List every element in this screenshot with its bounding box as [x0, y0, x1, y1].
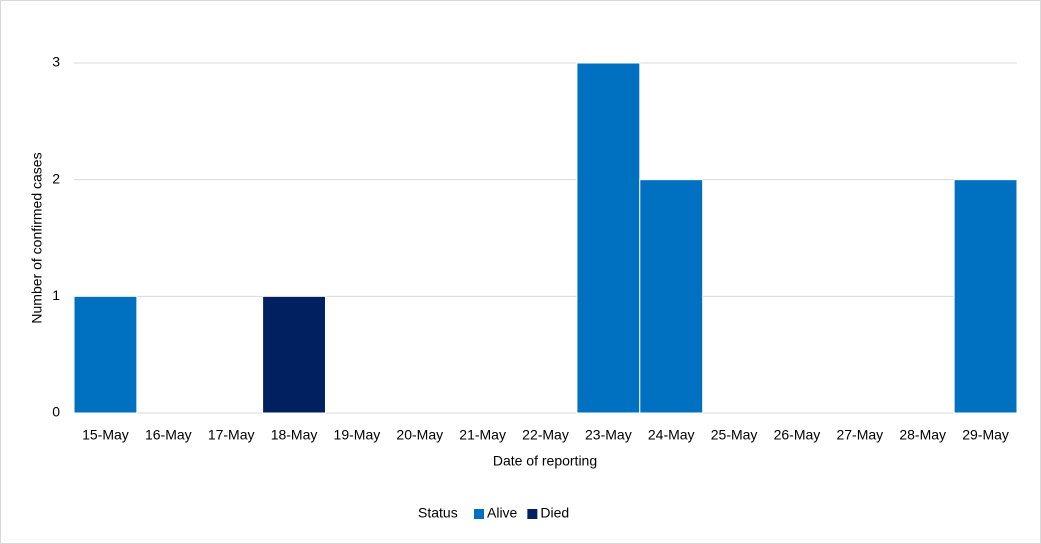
- bar: [262, 295, 326, 414]
- y-axis-title: Number of confirmed cases: [29, 152, 45, 323]
- y-tick-label: 2: [52, 170, 60, 186]
- x-tick-label: 21-May: [459, 427, 506, 443]
- legend-label: Alive: [487, 505, 518, 521]
- x-tick-label: 19-May: [334, 427, 381, 443]
- x-tick-label: 22-May: [522, 427, 569, 443]
- x-tick-label: 28-May: [899, 427, 946, 443]
- bar: [953, 179, 1018, 414]
- x-tick-label: 18-May: [271, 427, 318, 443]
- x-tick-label: 29-May: [962, 427, 1009, 443]
- y-tick-label: 1: [52, 287, 60, 303]
- legend-swatch: [527, 509, 538, 519]
- y-tick-label: 3: [52, 54, 60, 70]
- bar: [639, 179, 704, 414]
- x-tick-label: 15-May: [82, 427, 129, 443]
- x-tick-label: 23-May: [585, 427, 632, 443]
- legend-swatch: [474, 509, 484, 519]
- bar: [73, 295, 138, 414]
- x-tick-label: 16-May: [145, 427, 192, 443]
- bar: [576, 62, 641, 414]
- x-axis-title: Date of reporting: [493, 453, 597, 469]
- legend-label: Died: [540, 505, 569, 521]
- x-tick-label: 27-May: [836, 427, 883, 443]
- x-tick-label: 20-May: [396, 427, 443, 443]
- x-tick-label: 26-May: [774, 427, 821, 443]
- y-tick-label: 0: [52, 404, 60, 420]
- x-tick-label: 25-May: [711, 427, 758, 443]
- x-tick-label: 24-May: [648, 427, 695, 443]
- x-tick-label: 17-May: [208, 427, 255, 443]
- legend-title: Status: [418, 505, 458, 521]
